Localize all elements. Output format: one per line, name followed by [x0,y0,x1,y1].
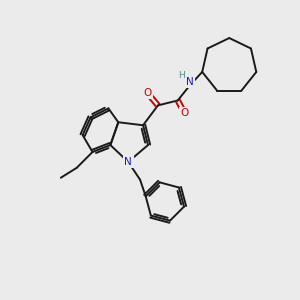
Text: O: O [181,108,189,118]
Text: H: H [178,71,185,80]
Text: O: O [143,88,151,98]
Text: N: N [124,157,132,167]
Text: N: N [186,76,194,87]
